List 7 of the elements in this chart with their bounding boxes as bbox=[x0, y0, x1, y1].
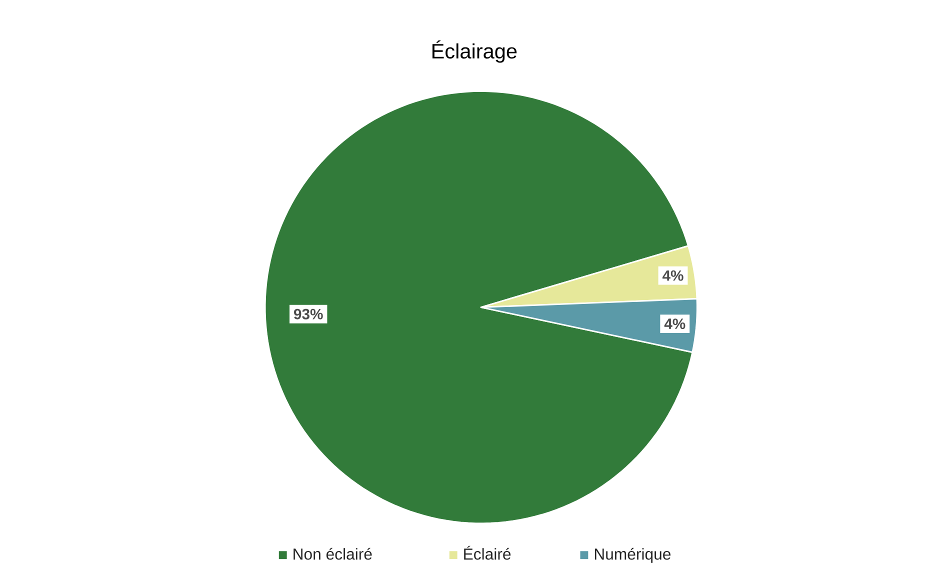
data-label: 93% bbox=[294, 308, 323, 320]
data-label: 4% bbox=[664, 318, 686, 330]
legend-label: Éclairé bbox=[464, 546, 511, 560]
legend-label: Numérique bbox=[594, 548, 671, 563]
chart-title: Éclairage bbox=[432, 40, 517, 63]
data-label: 4% bbox=[662, 270, 684, 281]
legend-label: Non éclairé bbox=[294, 548, 372, 560]
